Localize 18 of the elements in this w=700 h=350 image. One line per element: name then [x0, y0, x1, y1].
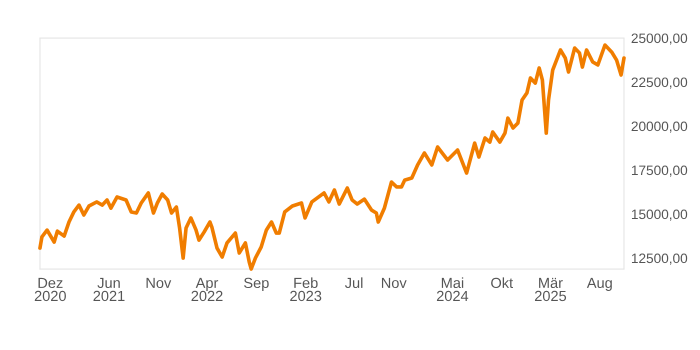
x-tick-label: Mär 2025	[534, 278, 566, 302]
y-tick-label: 25000,00	[632, 33, 688, 45]
x-tick-label: Aug	[586, 278, 612, 291]
x-tick-label: Jun 2021	[93, 278, 124, 302]
x-tick-label: Nov	[382, 278, 407, 288]
x-tick-label: Okt	[491, 277, 513, 288]
y-tick-label: 22500,00	[632, 77, 688, 89]
y-tick-label: 17500,00	[632, 165, 688, 177]
x-tick-label: Jul	[344, 277, 362, 288]
x-tick-label: Apr 2022	[192, 278, 223, 302]
y-tick-label: 12500,00	[632, 254, 688, 265]
x-tick-label: Feb 2023	[290, 277, 322, 302]
y-tick-label: 15000,00	[632, 210, 688, 221]
x-tick-label: Dez 2020	[34, 278, 66, 302]
y-tick-label: 20000,00	[632, 121, 688, 133]
x-tick-label: Sep	[244, 278, 269, 291]
x-tick-label: Nov	[146, 278, 172, 288]
x-tick-label: Mai 2024	[436, 277, 468, 302]
